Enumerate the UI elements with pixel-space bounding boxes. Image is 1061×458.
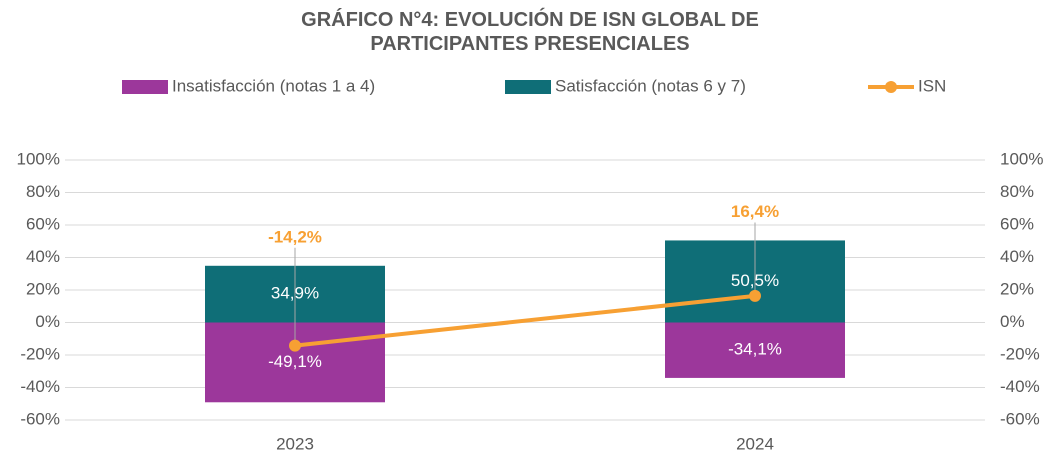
y-tick-label: 100% [17, 149, 60, 168]
bar [665, 322, 845, 378]
y2-tick-label: 60% [1000, 214, 1034, 233]
data-label: -34,1% [728, 340, 782, 359]
y-tick-label: -40% [20, 377, 60, 396]
legend-label: Satisfacción (notas 6 y 7) [555, 76, 746, 95]
legend-label: Insatisfacción (notas 1 a 4) [172, 76, 375, 95]
line-marker [749, 289, 761, 302]
legend-marker [885, 81, 897, 93]
chart-title: GRÁFICO N°4: EVOLUCIÓN DE ISN GLOBAL DE … [301, 9, 759, 55]
y2-tick-label: 80% [1000, 182, 1034, 201]
y2-tick-label: 40% [1000, 247, 1034, 266]
line [294, 293, 756, 348]
y2-tick-label: -20% [1000, 344, 1040, 363]
data-label: -49,1% [268, 352, 322, 371]
legend-swatch [505, 80, 551, 94]
y2-tick-label: 20% [1000, 279, 1034, 298]
y2-tick-label: -60% [1000, 409, 1040, 428]
y-tick-label: -60% [20, 409, 60, 428]
y2-tick-label: 0% [1000, 312, 1025, 331]
x-tick-label: 2024 [736, 434, 774, 453]
legend-label: ISN [918, 76, 946, 95]
y2-tick-label: -40% [1000, 377, 1040, 396]
y-tick-label: 80% [26, 182, 60, 201]
y-tick-label: 0% [35, 312, 60, 331]
y-tick-label: 60% [26, 214, 60, 233]
line-marker [289, 339, 301, 352]
legend-swatch [122, 80, 168, 94]
data-label: -14,2% [268, 227, 322, 246]
x-tick-label: 2023 [276, 434, 314, 453]
data-label: 16,4% [731, 202, 779, 221]
y-tick-label: 20% [26, 279, 60, 298]
y-tick-label: 40% [26, 247, 60, 266]
y-tick-label: -20% [20, 344, 60, 363]
y2-tick-label: 100% [1000, 149, 1043, 168]
